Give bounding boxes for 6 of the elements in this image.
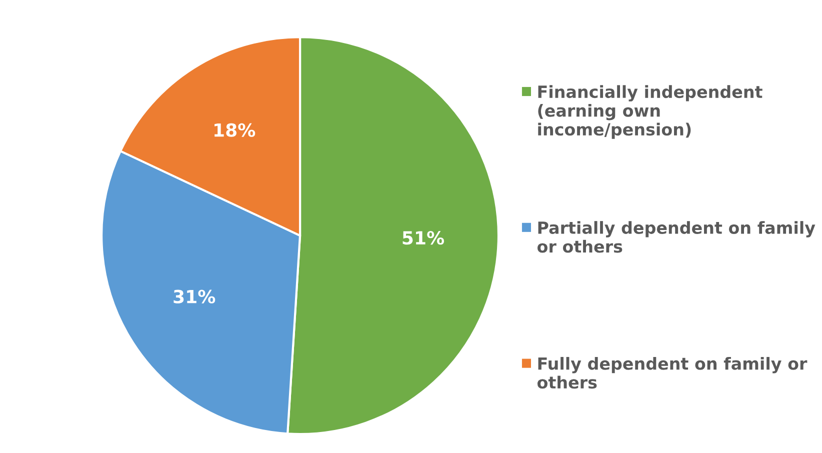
data-label: 31% [174,290,216,304]
legend-label: Financially independent (earning own income/pension) [538,85,762,139]
legend-label: Fully dependent on family or others [537,356,808,389]
legend-label: Partially dependent on family or others [537,221,816,253]
data-label: 51% [402,231,444,245]
data-label: 18% [214,123,256,137]
